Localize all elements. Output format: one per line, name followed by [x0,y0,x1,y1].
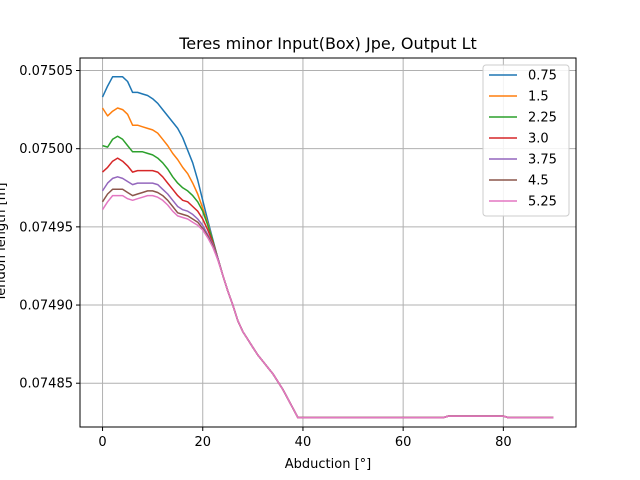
y-axis-ticks: 0.07485 0.07490 0.07495 0.07500 0.07505 [19,64,80,392]
legend-label: 0.75 [528,69,557,84]
y-tick-label: 0.07485 [19,377,73,392]
legend-label: 1.5 [528,90,549,105]
x-tick-label: 40 [295,435,312,450]
legend-label: 2.25 [528,111,557,126]
legend-label: 3.0 [528,132,549,147]
y-axis-label: Tendon length [m] [0,183,9,303]
x-axis-label: Abduction [°] [285,457,371,472]
y-tick-label: 0.07495 [19,220,73,235]
y-tick-label: 0.07505 [19,64,73,79]
x-tick-label: 20 [194,435,211,450]
series-line-6 [101,194,554,419]
y-tick-label: 0.07490 [19,299,73,314]
plot-frame [79,57,577,428]
legend-label: 4.5 [528,174,549,189]
y-tick-label: 0.07500 [19,142,73,157]
legend-label: 5.25 [528,195,557,210]
x-tick-label: 80 [495,435,512,450]
x-tick-label: 0 [98,435,106,450]
legend-box [482,64,570,217]
chart-title: Teres minor Input(Box) Jpe, Output Lt [178,34,477,53]
series-lines [101,76,554,419]
legend-label: 3.75 [528,153,557,168]
x-axis-ticks: 0 20 40 60 80 [98,427,512,450]
legend: 0.75 1.5 2.25 3.0 3.75 4.5 5.25 [482,64,570,217]
x-tick-label: 60 [395,435,412,450]
